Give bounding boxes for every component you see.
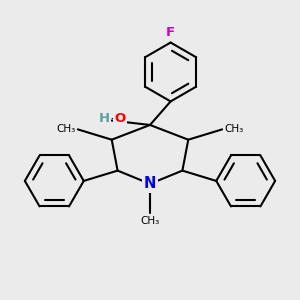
Text: CH₃: CH₃ — [224, 124, 244, 134]
Text: CH₃: CH₃ — [56, 124, 76, 134]
Text: H: H — [99, 112, 110, 125]
Text: CH₃: CH₃ — [140, 216, 160, 226]
Text: O: O — [114, 112, 126, 125]
Text: N: N — [144, 176, 156, 191]
Text: F: F — [166, 26, 175, 39]
Text: -: - — [111, 112, 116, 125]
